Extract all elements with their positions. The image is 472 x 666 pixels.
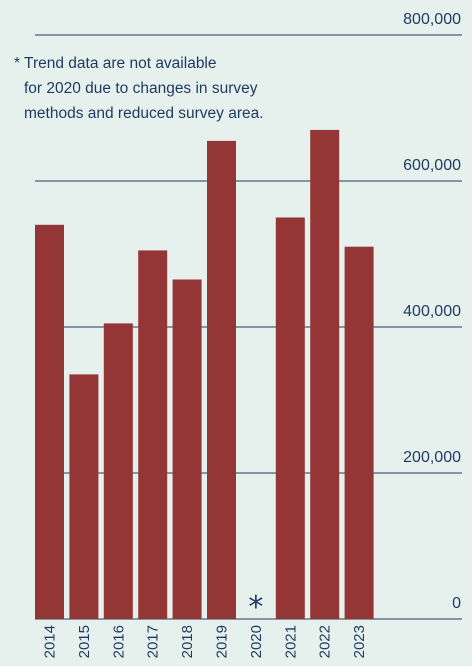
y-tick-labels: 0 200,000 400,000 600,000 800,000 xyxy=(403,11,461,612)
bar-2017 xyxy=(138,250,168,619)
y-tick-label: 400,000 xyxy=(403,303,461,320)
bar-2016 xyxy=(103,323,133,619)
bar-2022 xyxy=(310,129,340,619)
bar-2018 xyxy=(172,279,202,619)
annotation-line-1: * Trend data are not available xyxy=(14,55,217,72)
x-category-label: 2019 xyxy=(214,625,231,658)
x-category-label: 2020 xyxy=(248,625,265,658)
missing-data-marker: * xyxy=(248,590,263,625)
x-category-label: 2023 xyxy=(351,625,368,658)
y-tick-label: 800,000 xyxy=(403,11,461,28)
bars: * xyxy=(35,129,374,625)
x-category-label: 2015 xyxy=(76,625,93,658)
y-tick-label: 600,000 xyxy=(403,157,461,174)
annotation-line-2: for 2020 due to changes in survey xyxy=(24,80,258,97)
bar-2019 xyxy=(207,140,236,619)
x-category-label: 2016 xyxy=(110,625,127,658)
x-category-labels: 2014 2015 2016 2017 2018 2019 2020 2021 2022 2023 xyxy=(42,625,369,658)
x-category-label: 2021 xyxy=(282,625,299,658)
bar-2014 xyxy=(35,224,64,620)
annotation-line-3: methods and reduced survey area. xyxy=(24,105,264,122)
y-tick-label: 200,000 xyxy=(403,449,461,466)
x-category-label: 2022 xyxy=(317,625,334,658)
x-category-label: 2014 xyxy=(42,625,59,658)
x-category-label: 2017 xyxy=(145,625,162,658)
y-tick-label: 0 xyxy=(452,595,461,612)
bar-2021 xyxy=(275,217,305,619)
x-category-label: 2018 xyxy=(179,625,196,658)
bar-2015 xyxy=(69,374,99,619)
bar-2023 xyxy=(344,246,374,619)
